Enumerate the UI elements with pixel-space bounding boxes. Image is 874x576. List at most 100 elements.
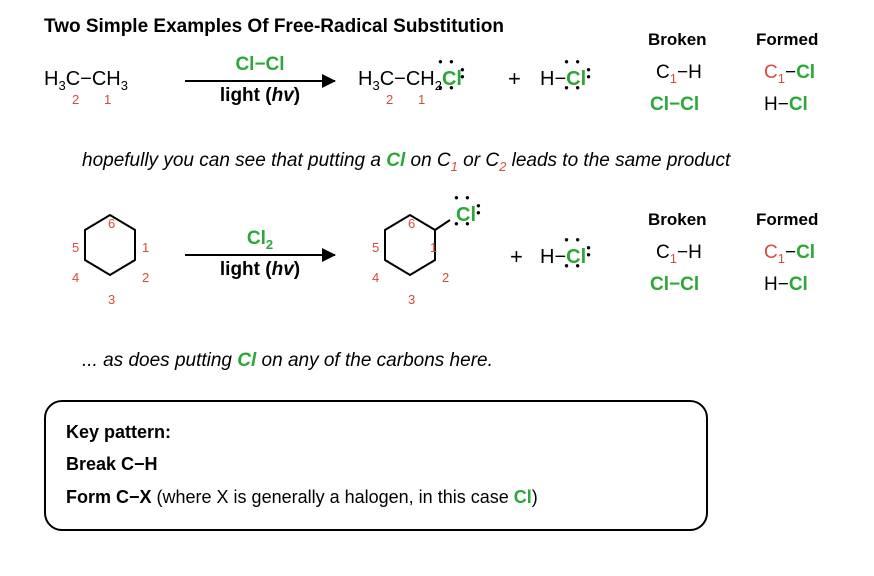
- plus-sign-2: +: [510, 244, 523, 270]
- formed2-hcl: H−Cl: [764, 274, 808, 296]
- text: H: [44, 68, 58, 90]
- broken-clcl: Cl−Cl: [650, 94, 699, 116]
- cl: Cl: [386, 150, 405, 171]
- text: CH: [92, 68, 121, 90]
- broken-c1h: C1−H: [656, 62, 702, 84]
- dash: −: [80, 68, 92, 90]
- rxn2-product-cl: Cl ● ● ●● ● ●: [456, 204, 476, 227]
- text: ... as does putting: [82, 350, 237, 371]
- h: −H: [677, 62, 702, 83]
- rxn1-prod-num1: 1: [418, 92, 425, 107]
- dash: −: [785, 242, 796, 263]
- cl2: Cl: [247, 228, 266, 249]
- text: (where X is generally a halogen, in this…: [157, 487, 514, 507]
- header-broken-1: Broken: [648, 30, 707, 50]
- hex-label-p2: 2: [442, 270, 449, 285]
- text: on any of the carbons here.: [256, 350, 493, 371]
- sub: 3: [372, 78, 379, 93]
- text: ): [532, 487, 538, 507]
- rxn1-hcl: H−Cl ● ● ●● ● ●: [540, 68, 586, 91]
- sub: 1: [670, 71, 677, 86]
- hex-label-1: 1: [142, 240, 149, 255]
- lone-pair: ● ●: [454, 193, 472, 202]
- header-formed-1: Formed: [756, 30, 818, 50]
- h: H−: [764, 274, 789, 295]
- cl: Cl: [514, 487, 532, 507]
- plus-sign: +: [508, 66, 521, 92]
- c: C: [437, 150, 451, 171]
- hv-label: hv: [272, 259, 294, 280]
- c: C: [656, 242, 670, 263]
- h: −H: [677, 242, 702, 263]
- c: C: [656, 62, 670, 83]
- lone-pair: ● ●: [564, 235, 582, 244]
- dash: −: [785, 62, 796, 83]
- key-line1: Key pattern:: [66, 416, 686, 448]
- sub: 1: [670, 251, 677, 266]
- sub: 1: [778, 251, 785, 266]
- c: C: [764, 62, 778, 83]
- lone-pair: ●●: [476, 202, 481, 216]
- sub: 2: [266, 237, 273, 252]
- close-paren: ): [294, 259, 300, 280]
- hex-label-3: 3: [108, 292, 115, 307]
- hex-label-4: 4: [72, 270, 79, 285]
- text: Form C−X: [66, 487, 157, 507]
- sub: 3: [121, 78, 128, 93]
- rxn1-prod-num2: 2: [386, 92, 393, 107]
- h: H: [540, 68, 554, 90]
- header-broken-2: Broken: [648, 210, 707, 230]
- lone-pair: ●●: [586, 244, 591, 258]
- h: H−: [764, 94, 789, 115]
- cl: Cl: [789, 274, 808, 295]
- hex-label-6: 6: [108, 216, 115, 231]
- formed2-c1cl: C1−Cl: [764, 242, 815, 264]
- c: C: [485, 150, 499, 171]
- cl: Cl: [796, 242, 815, 263]
- text: on: [405, 150, 437, 171]
- text: leads to the same product: [506, 150, 730, 171]
- hex-label-p1: 1: [430, 240, 437, 255]
- rxn1-reactant: H3C−CH3: [44, 68, 128, 91]
- dash: −: [254, 54, 265, 75]
- broken2-c1h: C1−H: [656, 242, 702, 264]
- c: C: [764, 242, 778, 263]
- lone-pair: ● ●: [438, 57, 456, 66]
- hex-label-p4: 4: [372, 270, 379, 285]
- note-2: ... as does putting Cl on any of the car…: [82, 350, 493, 372]
- lone-pair: ● ●: [564, 57, 582, 66]
- sub: 3: [58, 78, 65, 93]
- h: H: [540, 246, 554, 268]
- reagent-cl: Cl: [235, 54, 254, 75]
- hex-label-5: 5: [72, 240, 79, 255]
- close-paren: ): [294, 85, 300, 106]
- lone-pair: ● ●: [454, 219, 472, 228]
- cl: Cl: [796, 62, 815, 83]
- text: H: [358, 68, 372, 90]
- rxn1-product: H3C−CH2Cl ● ● ●● ● ●: [358, 68, 462, 91]
- sub: 1: [451, 159, 458, 174]
- rxn1-arrow: Cl−Cl light (hv): [185, 58, 335, 107]
- rxn1-reactant-num1: 1: [104, 92, 111, 107]
- lone-pair: ● ●: [564, 261, 582, 270]
- cl: Cl: [789, 94, 808, 115]
- key-line2: Break C−H: [66, 448, 686, 480]
- cl: Cl: [237, 350, 256, 371]
- page-title: Two Simple Examples Of Free-Radical Subs…: [44, 16, 504, 38]
- dash: −: [394, 68, 406, 90]
- text: CH: [406, 68, 435, 90]
- formed-c1cl: C1−Cl: [764, 62, 815, 84]
- lone-pair: ● ●: [564, 83, 582, 92]
- light-label: light (: [220, 85, 272, 106]
- key-line3: Form C−X (where X is generally a halogen…: [66, 481, 686, 513]
- hex-label-p3: 3: [408, 292, 415, 307]
- text: or: [458, 150, 485, 171]
- lone-pair: ● ●: [438, 83, 456, 92]
- sub: 1: [778, 71, 785, 86]
- note-1: hopefully you can see that putting a Cl …: [82, 150, 730, 172]
- text: C: [66, 68, 80, 90]
- text: hopefully you can see that putting a: [82, 150, 386, 171]
- reagent-cl: Cl: [266, 54, 285, 75]
- text: C: [380, 68, 394, 90]
- key-pattern-box: Key pattern: Break C−H Form C−X (where X…: [44, 400, 708, 531]
